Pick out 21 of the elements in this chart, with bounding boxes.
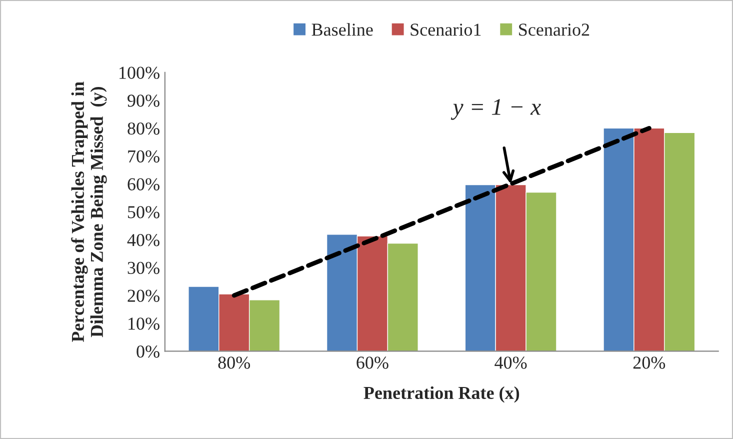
y-tick-label: 100% (120, 66, 160, 79)
y-tick-label: 10% (128, 318, 160, 330)
y-tick-label: 80% (128, 122, 160, 135)
x-tick-label: 40% (494, 356, 527, 369)
x-tick-label: 60% (356, 356, 388, 369)
legend-label: Scenario2 (519, 24, 590, 36)
y-axis-title: Percentage of Vehicles Trapped in Dilemma Zone Being Missed (y) (71, 82, 107, 342)
y-tick-label: 70% (128, 150, 160, 163)
legend-label: Scenario1 (410, 24, 481, 36)
x-axis-title: Penetration Rate (x) (364, 386, 520, 403)
y-tick-label: 90% (128, 94, 160, 107)
x-tick-label: 20% (633, 356, 666, 369)
y-tick-label: 40% (127, 234, 160, 246)
y-tick-label: 0% (136, 345, 160, 358)
y-tick-label: 60% (128, 178, 160, 190)
annotation: y = 1 − x (450, 99, 541, 120)
legend-label: Baseline (312, 23, 373, 36)
y-tick-label: 50% (128, 206, 160, 218)
y-tick-label: 30% (128, 262, 160, 274)
y-tick-label: 20% (128, 290, 160, 302)
x-tick-label: 80% (218, 356, 250, 369)
